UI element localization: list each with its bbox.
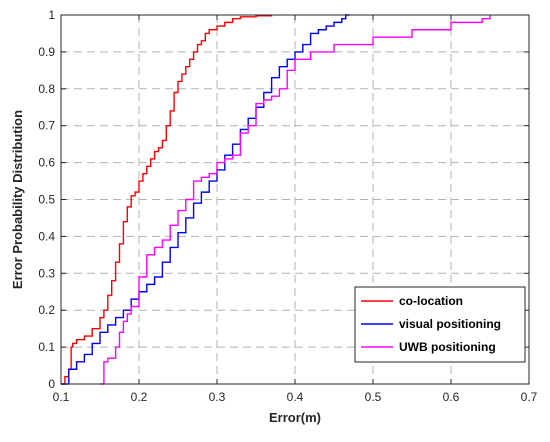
y-tick-label: 0.7 bbox=[38, 119, 55, 133]
x-tick-label: 0.5 bbox=[365, 390, 382, 404]
ticks: 0.1 0.2 0.3 0.4 0.5 0.6 0.700.10.20.30.40.50.6… bbox=[38, 8, 537, 404]
series-layer bbox=[61, 14, 491, 385]
series-line-visual-positioning bbox=[61, 14, 350, 385]
legend-label: UWB positioning bbox=[399, 340, 496, 354]
y-tick-label: 0.3 bbox=[38, 266, 55, 280]
x-tick-label: 0.4 bbox=[287, 390, 304, 404]
series-line-co-location bbox=[61, 15, 273, 385]
x-tick-label: 0.6 bbox=[443, 390, 460, 404]
y-tick-label: 0.8 bbox=[38, 82, 55, 96]
x-axis-label: Error(m) bbox=[269, 410, 321, 425]
y-tick-label: 0.6 bbox=[38, 156, 55, 170]
legend: co-location visual positioning UWB positio… bbox=[354, 286, 526, 363]
y-tick-label: 0.2 bbox=[38, 303, 55, 317]
y-axis-label: Error Probability Distribution bbox=[10, 110, 25, 289]
y-tick-label: 0.1 bbox=[38, 340, 55, 354]
series-line-uwb-positioning bbox=[100, 15, 491, 385]
x-tick-label: 0.3 bbox=[209, 390, 226, 404]
y-tick-label: 0 bbox=[48, 377, 55, 391]
x-tick-label: 0.2 bbox=[131, 390, 148, 404]
legend-label: co-location bbox=[399, 294, 463, 308]
y-tick-label: 0.5 bbox=[38, 193, 55, 207]
y-tick-label: 1 bbox=[48, 8, 55, 22]
legend-label: visual positioning bbox=[399, 317, 501, 331]
y-tick-label: 0.4 bbox=[38, 229, 55, 243]
x-tick-label: 0.7 bbox=[521, 390, 538, 404]
x-tick-label: 0.1 bbox=[53, 390, 70, 404]
y-tick-label: 0.9 bbox=[38, 45, 55, 59]
